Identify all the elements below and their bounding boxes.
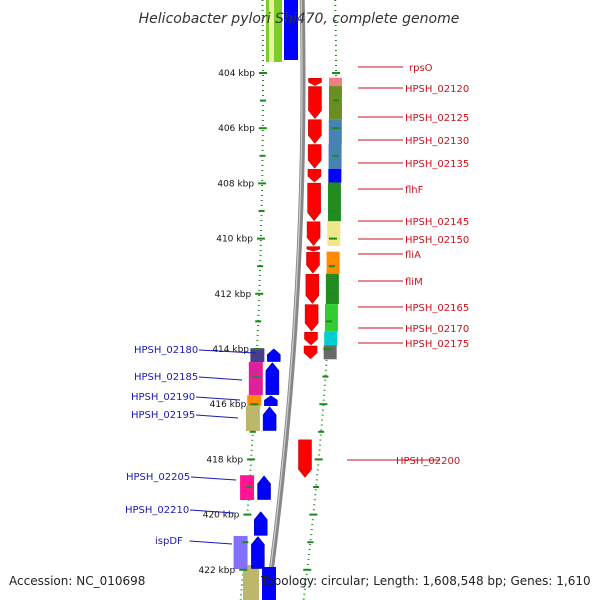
- tick-label-410: 410 kbp: [216, 235, 253, 245]
- partial-gene-top: [284, 0, 298, 60]
- gene-hpsh-02205: [257, 475, 271, 500]
- accession-text: Accession: NC_010698: [9, 574, 146, 588]
- label-hpsh-02165: HPSH_02165: [405, 303, 469, 314]
- genome-backbone: [264, 0, 306, 600]
- gene-hpsh-02175: [303, 345, 318, 360]
- tick-label-406: 406 kbp: [218, 124, 255, 134]
- label-hpsh-02125: HPSH_02125: [405, 113, 469, 124]
- label-rpso: rpsO: [409, 63, 433, 74]
- cog-flim: [325, 273, 339, 305]
- backbone-highlight: [265, 0, 303, 600]
- tick-label-422: 422 kbp: [199, 566, 236, 576]
- label-hpsh-02175: HPSH_02175: [405, 339, 469, 350]
- topology-text: Topology: circular; Length: 1,608,548 bp…: [261, 574, 591, 588]
- leader-hpsh-02185: [198, 376, 243, 381]
- label-hpsh-02210: HPSH_02210: [125, 505, 189, 516]
- label-hpsh-02205: HPSH_02205: [126, 472, 190, 483]
- label-hpsh-02185: HPSH_02185: [134, 372, 198, 383]
- label-ispdf: ispDF: [155, 536, 183, 547]
- gene-rpso: [308, 78, 322, 86]
- cog-ispdf: [233, 535, 248, 570]
- partial-cog-bottom: [243, 565, 259, 600]
- label-hpsh-02150: HPSH_02150: [405, 235, 469, 246]
- label-flhf: flhF: [405, 185, 424, 196]
- forward-strand-genes: [298, 78, 322, 478]
- gene-hpsh-02180: [267, 348, 281, 362]
- gene-hpsh-02195: [262, 406, 277, 431]
- gene-flim: [305, 273, 320, 304]
- gene-hpsh-02125: [308, 119, 322, 144]
- tick-label-416: 416 kbp: [210, 400, 247, 410]
- gene-hpsh-02210: [254, 511, 268, 536]
- cog-hpsh-02150: [326, 246, 340, 252]
- label-hpsh-02130: HPSH_02130: [405, 136, 469, 147]
- label-hpsh-02180: HPSH_02180: [134, 345, 198, 356]
- map-title: Helicobacter pylori Shi470, complete gen…: [139, 11, 460, 27]
- gene-hpsh-02150: [306, 246, 321, 252]
- gene-ispdf: [251, 536, 265, 569]
- tick-label-412: 412 kbp: [215, 290, 252, 300]
- gene-hpsh-02135: [307, 169, 322, 183]
- gene-hpsh-02200: [298, 439, 312, 478]
- label-hpsh-02170: HPSH_02170: [405, 324, 469, 335]
- tick-label-420: 420 kbp: [203, 511, 240, 521]
- forward-cog-track: [323, 77, 342, 360]
- cog-hpsh-02185: [248, 362, 263, 396]
- partial-genes-bottom: [243, 565, 276, 600]
- partial-genes-top: [266, 0, 298, 62]
- leader-hpsh-02195: [195, 414, 239, 419]
- outer-tick-track: [239, 0, 264, 600]
- gene-labels: rpsO HPSH_02120 HPSH_02125 HPSH_02130 HPSH_0…: [125, 63, 469, 547]
- cog-hpsh-02170: [324, 331, 338, 346]
- tick-label-414: 414 kbp: [212, 345, 249, 355]
- reverse-strand-genes: [251, 348, 281, 569]
- gene-hpsh-02190: [264, 395, 278, 406]
- label-hpsh-02195: HPSH_02195: [131, 410, 195, 421]
- gene-hpsh-02120: [308, 86, 322, 120]
- cog-flia: [326, 251, 340, 274]
- cog-hpsh-02125: [328, 119, 342, 144]
- gene-flia: [306, 251, 320, 274]
- cog-hpsh-02180: [250, 348, 265, 363]
- cog-rpso: [328, 77, 342, 87]
- cog-hpsh-02195: [245, 406, 260, 432]
- gene-hpsh-02130: [307, 144, 322, 169]
- leader-hpsh-02180: [198, 349, 257, 354]
- label-hpsh-02120: HPSH_02120: [405, 84, 469, 95]
- position-ticks: 404 kbp 406 kbp 408 kbp 410 kbp 412 kbp 414 k…: [199, 69, 340, 576]
- label-hpsh-02135: HPSH_02135: [405, 159, 469, 170]
- label-flia: fliA: [405, 250, 421, 261]
- partial-gene-bottom: [262, 567, 276, 600]
- label-hpsh-02190: HPSH_02190: [131, 392, 195, 403]
- partial-cog-highlight: [269, 0, 274, 62]
- gene-flhf: [307, 182, 321, 222]
- label-hpsh-02200: HPSH_02200: [396, 456, 460, 467]
- cog-flhf: [327, 182, 341, 222]
- tick-label-418: 418 kbp: [206, 455, 243, 465]
- outer-track-line: [239, 0, 264, 600]
- label-hpsh-02145: HPSH_02145: [405, 217, 469, 228]
- gene-hpsh-02165: [304, 304, 319, 332]
- leader-hpsh-02210: [189, 509, 235, 514]
- tick-label-404: 404 kbp: [218, 69, 255, 79]
- cog-hpsh-02135: [328, 168, 342, 183]
- cog-hpsh-02120: [328, 86, 342, 120]
- leader-hpsh-02205: [190, 476, 237, 481]
- leader-hpsh-02190: [195, 396, 241, 401]
- cog-hpsh-02210: [236, 511, 251, 536]
- cog-hpsh-02175: [323, 345, 337, 360]
- cog-hpsh-02190: [247, 395, 262, 407]
- leader-ispdf: [189, 540, 233, 545]
- label-flim: fliM: [405, 277, 423, 288]
- gene-hpsh-02170: [304, 331, 318, 346]
- backbone-line: [264, 0, 306, 600]
- gene-hpsh-02185: [265, 362, 280, 395]
- tick-label-408: 408 kbp: [217, 179, 254, 189]
- cog-hpsh-02165: [324, 304, 338, 332]
- cog-hpsh-02145: [327, 221, 341, 247]
- gene-hpsh-02145: [306, 221, 321, 247]
